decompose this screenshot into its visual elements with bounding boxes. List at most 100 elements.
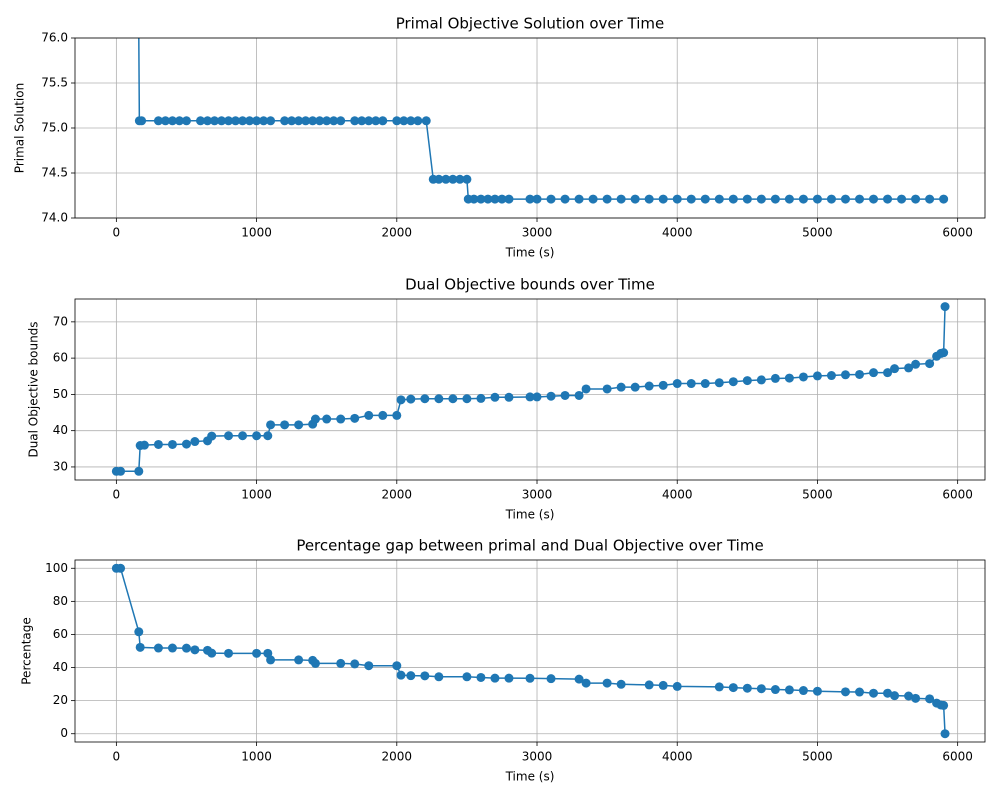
- marker: [181, 116, 191, 126]
- chart-title: Dual Objective bounds over Time: [405, 276, 655, 294]
- marker: [434, 174, 444, 184]
- marker: [399, 116, 409, 126]
- marker: [195, 116, 205, 126]
- marker: [364, 661, 374, 671]
- marker: [770, 685, 780, 695]
- marker: [532, 194, 542, 204]
- marker: [728, 194, 738, 204]
- marker: [784, 685, 794, 695]
- subplot: 0 1000 2000 3000 4000 5000 6000 0 20 40 60 80 100 Per…: [20, 537, 986, 784]
- marker: [644, 194, 654, 204]
- marker: [280, 116, 290, 126]
- marker: [574, 194, 584, 204]
- marker: [420, 394, 430, 404]
- marker: [207, 648, 217, 658]
- marker: [207, 431, 217, 441]
- x-tick-label: 6000: [942, 226, 973, 240]
- marker: [904, 363, 914, 373]
- marker: [167, 439, 177, 449]
- marker: [469, 194, 479, 204]
- marker: [911, 194, 921, 204]
- marker: [869, 688, 879, 698]
- marker: [350, 116, 360, 126]
- marker: [840, 194, 850, 204]
- marker: [728, 377, 738, 387]
- x-tick-label: 3000: [522, 488, 553, 502]
- marker: [329, 116, 339, 126]
- marker: [784, 373, 794, 383]
- marker: [490, 194, 500, 204]
- y-tick-label: 70: [53, 314, 68, 328]
- x-tick-label: 6000: [942, 750, 973, 764]
- marker: [855, 369, 865, 379]
- marker: [630, 194, 640, 204]
- marker: [686, 379, 696, 389]
- marker: [406, 394, 416, 404]
- x-tick-label: 5000: [802, 750, 833, 764]
- marker: [574, 390, 584, 400]
- chart-title: Percentage gap between primal and Dual O…: [296, 537, 763, 555]
- x-tick-label: 2000: [382, 750, 413, 764]
- marker: [546, 391, 556, 401]
- marker: [855, 194, 865, 204]
- marker: [883, 688, 893, 698]
- marker: [153, 439, 163, 449]
- marker: [826, 194, 836, 204]
- marker: [294, 420, 304, 430]
- marker: [756, 375, 766, 385]
- marker: [939, 194, 949, 204]
- x-tick-label: 2000: [382, 226, 413, 240]
- marker: [396, 395, 406, 405]
- marker: [357, 116, 367, 126]
- marker: [658, 680, 668, 690]
- marker: [911, 359, 921, 369]
- marker: [252, 431, 262, 441]
- marker: [322, 116, 332, 126]
- marker: [167, 643, 177, 653]
- marker: [190, 437, 200, 447]
- marker: [525, 194, 535, 204]
- x-tick-label: 5000: [802, 226, 833, 240]
- y-axis-label: Dual Objective bounds: [27, 321, 41, 457]
- x-axis-label: Time (s): [505, 770, 555, 784]
- marker: [420, 671, 430, 681]
- marker: [266, 655, 276, 665]
- x-tick-label: 4000: [662, 750, 693, 764]
- marker: [134, 627, 144, 637]
- marker: [560, 194, 570, 204]
- marker: [700, 379, 710, 389]
- marker: [116, 563, 126, 573]
- marker: [672, 194, 682, 204]
- marker: [371, 116, 381, 126]
- y-tick-label: 30: [53, 459, 68, 473]
- marker: [939, 348, 949, 358]
- marker: [897, 194, 907, 204]
- marker: [574, 674, 584, 684]
- marker: [490, 673, 500, 683]
- marker: [462, 394, 472, 404]
- marker: [869, 368, 879, 378]
- marker: [940, 729, 950, 739]
- marker: [798, 194, 808, 204]
- x-tick-label: 1000: [241, 226, 272, 240]
- axes-frame: [74, 37, 986, 219]
- marker: [259, 116, 269, 126]
- marker: [532, 392, 542, 402]
- marker: [181, 439, 191, 449]
- marker: [855, 687, 865, 697]
- y-tick-label: 50: [53, 387, 68, 401]
- y-tick-label: 60: [53, 351, 68, 365]
- axes-frame: [74, 298, 986, 481]
- marker: [798, 686, 808, 696]
- marker: [483, 194, 493, 204]
- marker: [497, 194, 507, 204]
- marker: [116, 466, 126, 476]
- marker: [190, 645, 200, 655]
- marker: [350, 413, 360, 423]
- marker: [714, 378, 724, 388]
- marker: [224, 116, 234, 126]
- marker: [911, 693, 921, 703]
- x-axis-label: Time (s): [505, 246, 555, 260]
- x-tick-label: 1000: [241, 750, 272, 764]
- marker: [504, 673, 514, 683]
